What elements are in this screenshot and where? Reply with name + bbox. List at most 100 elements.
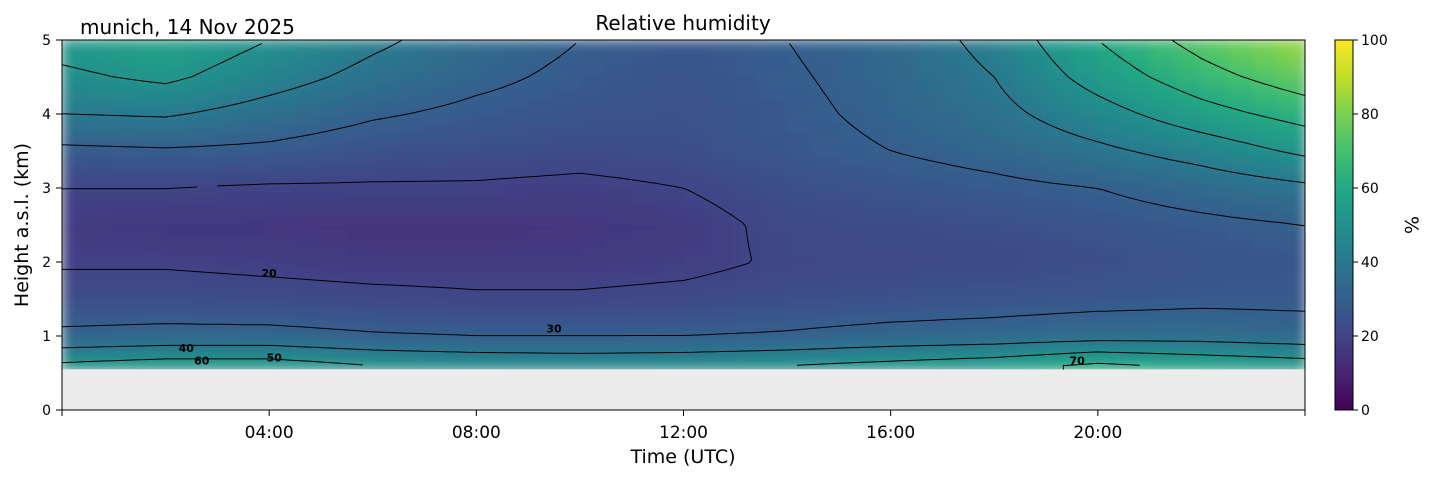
field-cell — [761, 295, 789, 305]
field-cell — [709, 138, 737, 149]
field-cell — [398, 336, 426, 346]
field-cell — [1046, 212, 1074, 223]
field-cell — [709, 303, 737, 313]
field-cell — [424, 212, 452, 223]
field-cell — [812, 171, 841, 182]
field-cell — [683, 171, 711, 182]
field-cell — [1279, 344, 1305, 355]
field-cell — [476, 229, 504, 239]
field-cell — [683, 344, 711, 355]
field-cell — [605, 352, 633, 363]
field-cell — [683, 48, 711, 58]
field-cell — [398, 212, 426, 223]
field-cell — [320, 311, 349, 322]
field-cell — [476, 122, 504, 132]
field-cell — [631, 72, 659, 83]
field-cell — [735, 196, 763, 206]
field-cell — [1149, 221, 1177, 231]
field-cell — [916, 319, 944, 330]
field-cell — [890, 130, 918, 140]
field-cell — [165, 270, 193, 280]
field-cell — [320, 212, 349, 223]
field-cell — [968, 40, 996, 50]
field-cell — [916, 196, 944, 206]
field-cell — [838, 262, 866, 272]
field-cell — [243, 147, 271, 157]
field-cell — [424, 122, 452, 132]
field-cell — [838, 188, 866, 198]
field-cell — [787, 361, 815, 371]
field-cell — [864, 114, 892, 124]
field-cell — [579, 105, 608, 116]
field-cell — [476, 155, 504, 165]
field-cell — [916, 147, 944, 157]
field-cell — [139, 40, 167, 50]
field-cell — [113, 303, 141, 313]
field-cell — [657, 64, 685, 75]
field-cell — [968, 229, 996, 239]
field-cell — [450, 295, 478, 305]
field-cell — [113, 245, 141, 256]
field-cell — [372, 245, 400, 256]
field-cell — [968, 196, 996, 206]
field-cell — [243, 48, 271, 58]
field-cell — [1227, 122, 1255, 132]
field-cell — [631, 361, 659, 371]
field-cell — [320, 163, 349, 173]
field-cell — [838, 97, 866, 108]
field-cell — [113, 179, 141, 190]
field-cell — [838, 311, 866, 322]
field-cell — [1201, 229, 1229, 239]
field-cell — [1046, 56, 1074, 66]
field-cell — [502, 237, 530, 248]
field-cell — [320, 171, 349, 182]
field-cell — [994, 361, 1022, 371]
field-cell — [968, 344, 996, 355]
field-cell — [243, 64, 271, 75]
field-cell — [709, 254, 737, 264]
field-cell — [787, 270, 815, 280]
field-cell — [295, 105, 323, 116]
field-cell — [942, 311, 970, 322]
field-cell — [165, 262, 193, 272]
field-cell — [450, 40, 478, 50]
field-cell — [864, 311, 892, 322]
field-cell — [372, 221, 400, 231]
field-cell — [191, 64, 219, 75]
field-cell — [709, 40, 737, 50]
field-cell — [295, 40, 323, 50]
field-cell — [1149, 163, 1177, 173]
field-cell — [631, 40, 659, 50]
field-cell — [476, 221, 504, 231]
field-cell — [579, 48, 608, 58]
field-cell — [1123, 221, 1151, 231]
field-cell — [1175, 179, 1203, 190]
field-cell — [605, 89, 633, 99]
field-cell — [372, 311, 400, 322]
field-cell — [631, 303, 659, 313]
field-cell — [942, 229, 970, 239]
field-cell — [838, 89, 866, 99]
field-cell — [450, 171, 478, 182]
field-cell — [1201, 212, 1229, 223]
field-cell — [165, 319, 193, 330]
field-cell — [450, 245, 478, 256]
field-cell — [165, 212, 193, 223]
field-cell — [191, 48, 219, 58]
field-cell — [113, 48, 141, 58]
field-cell — [372, 270, 400, 280]
field-cell — [1149, 319, 1177, 330]
field-cell — [1227, 270, 1255, 280]
field-cell — [87, 171, 115, 182]
field-cell — [1123, 204, 1151, 215]
field-cell — [1175, 204, 1203, 215]
field-cell — [890, 64, 918, 75]
field-cell — [450, 286, 478, 297]
field-cell — [838, 138, 866, 149]
field-cell — [424, 221, 452, 231]
field-cell — [761, 122, 789, 132]
field-cell — [1149, 114, 1177, 124]
field-cell — [683, 336, 711, 346]
field-cell — [398, 229, 426, 239]
